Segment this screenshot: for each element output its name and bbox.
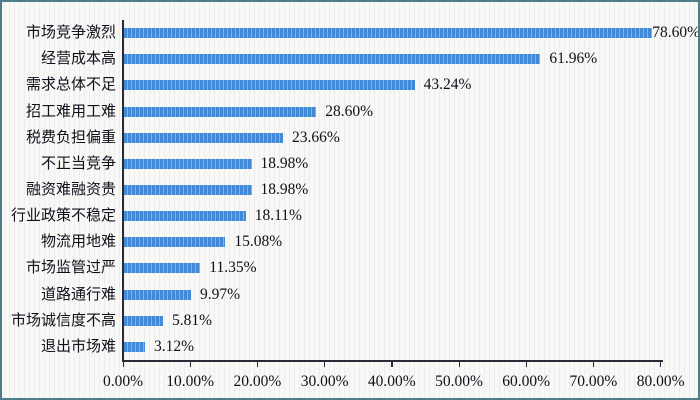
value-label: 11.35% [209, 259, 257, 277]
bar [124, 185, 252, 195]
bar [124, 158, 252, 169]
category-label: 市场诚信度不高 [10, 312, 116, 329]
bar [124, 28, 653, 39]
category-label: 市场竞争激烈 [25, 25, 116, 42]
category-label: 行业政策不稳定 [10, 208, 116, 225]
value-label: 28.60% [325, 102, 373, 120]
bar [124, 289, 191, 300]
value-label: 18.98% [260, 154, 309, 172]
category-label: 税费负担偏重 [25, 129, 116, 146]
bar [124, 106, 317, 117]
category-label: 需求总体不足 [25, 77, 116, 94]
bar [124, 80, 415, 91]
category-label: 退出市场难 [40, 338, 116, 355]
category-label: 融资难融资贵 [25, 182, 116, 198]
bar [124, 315, 164, 326]
x-axis-tick [189, 360, 191, 367]
value-label: 15.08% [234, 233, 283, 251]
category-label: 招工难用工难 [25, 103, 116, 120]
x-axis-tick [592, 360, 595, 367]
value-label: 5.81% [172, 311, 213, 329]
category-label: 经营成本高 [40, 51, 116, 68]
value-label: 3.12% [153, 337, 194, 355]
x-axis-tick-label: 30.00% [300, 373, 349, 390]
value-label: 9.97% [199, 285, 241, 303]
x-axis-tick-label: 40.00% [367, 373, 416, 390]
x-axis-tick-label: 60.00% [502, 373, 551, 390]
value-label: 18.11% [254, 207, 302, 225]
x-axis-tick-label: 0.00% [102, 373, 144, 390]
x-axis-tick-label: 70.00% [569, 373, 618, 390]
x-axis-tick-label: 20.00% [233, 373, 282, 390]
x-axis-tick [122, 360, 124, 367]
x-axis-tick [391, 360, 393, 367]
bar [124, 341, 145, 352]
category-label: 物流用地难 [40, 234, 116, 251]
bar [124, 132, 283, 143]
category-label: 道路通行难 [40, 286, 116, 303]
category-label: 市场监管过严 [25, 260, 116, 277]
x-axis-tick [324, 360, 326, 367]
x-axis-tick [458, 360, 460, 367]
bar [124, 237, 226, 248]
value-label: 23.66% [291, 128, 340, 146]
x-axis-tick-label: 10.00% [166, 373, 215, 390]
value-label: 43.24% [423, 76, 472, 94]
x-axis-tick [256, 360, 259, 367]
x-axis-tick [525, 360, 527, 367]
bar [124, 54, 541, 65]
value-label: 18.98% [260, 181, 309, 198]
x-axis-tick-label: 50.00% [435, 373, 483, 390]
y-axis-line [122, 20, 124, 361]
value-label: 61.96% [549, 50, 598, 68]
bar [124, 211, 246, 222]
category-label: 不正当竞争 [40, 155, 116, 172]
value-label: 78.60% [652, 24, 700, 42]
x-axis-tick-label: 80.00% [636, 373, 685, 390]
x-axis-tick [660, 360, 662, 367]
bar [124, 263, 201, 274]
